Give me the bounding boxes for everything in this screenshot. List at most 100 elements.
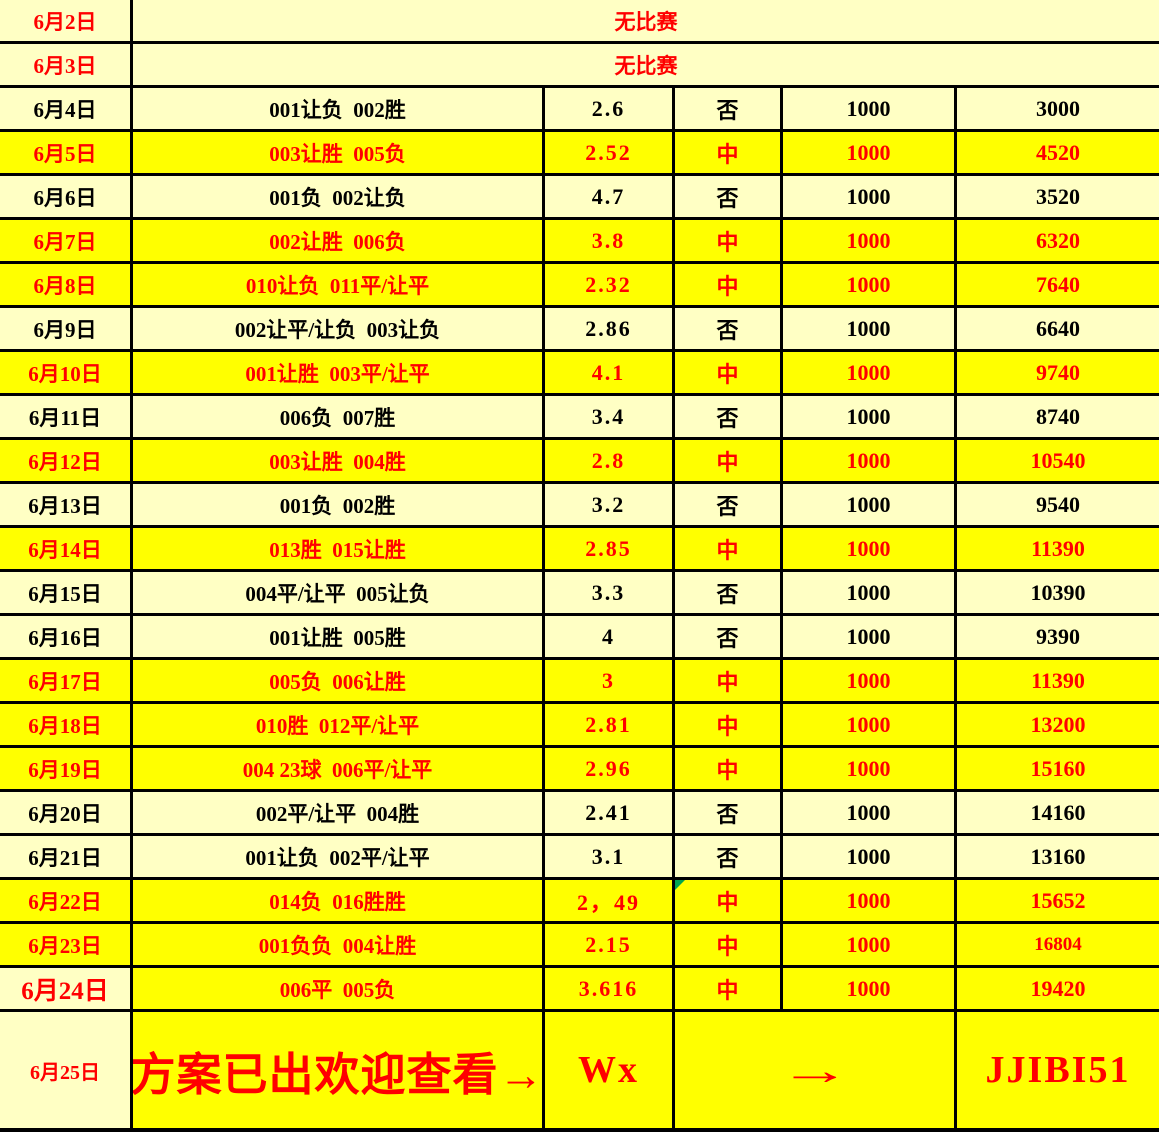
odds-cell: 2.32 [545, 264, 675, 308]
stake-cell: 1000 [783, 88, 957, 132]
result-cell: 中 [675, 660, 783, 704]
table-row: 6月21日 001让负 002平/让平 3.1 否 1000 13160 [0, 836, 1159, 880]
odds-cell: 3.2 [545, 484, 675, 528]
odds-cell: 2.15 [545, 924, 675, 968]
result-cell: 否 [675, 88, 783, 132]
date-cell: 6月15日 [0, 572, 133, 616]
contact-code-cell: JJIBI51 [957, 1012, 1159, 1132]
date-cell: 6月23日 [0, 924, 133, 968]
date-cell: 6月13日 [0, 484, 133, 528]
total-cell: 19420 [957, 968, 1159, 1012]
table-row: 6月9日 002让平/让负 003让负 2.86 否 1000 6640 [0, 308, 1159, 352]
date-cell: 6月17日 [0, 660, 133, 704]
date-cell: 6月11日 [0, 396, 133, 440]
table-row: 6月19日 004 23球 006平/让平 2.96 中 1000 15160 [0, 748, 1159, 792]
total-cell: 9540 [957, 484, 1159, 528]
total-cell: 7640 [957, 264, 1159, 308]
odds-cell: 3.4 [545, 396, 675, 440]
picks-cell: 002让胜 006负 [133, 220, 545, 264]
date-cell: 6月10日 [0, 352, 133, 396]
result-cell: 否 [675, 572, 783, 616]
result-cell: 否 [675, 484, 783, 528]
odds-cell: 4 [545, 616, 675, 660]
stake-cell: 1000 [783, 968, 957, 1012]
odds-cell: 2.6 [545, 88, 675, 132]
table-row: 6月11日 006负 007胜 3.4 否 1000 8740 [0, 396, 1159, 440]
picks-cell: 001让胜 005胜 [133, 616, 545, 660]
stake-cell: 1000 [783, 748, 957, 792]
table-row: 6月24日 006平 005负 3.616 中 1000 19420 [0, 968, 1159, 1012]
date-cell: 6月5日 [0, 132, 133, 176]
result-cell: 中 [675, 748, 783, 792]
total-cell: 10540 [957, 440, 1159, 484]
date-cell: 6月14日 [0, 528, 133, 572]
result-cell: 否 [675, 836, 783, 880]
date-cell: 6月21日 [0, 836, 133, 880]
result-cell: 否 [675, 792, 783, 836]
odds-cell: 2.52 [545, 132, 675, 176]
odds-cell: 3 [545, 660, 675, 704]
result-cell: 否 [675, 616, 783, 660]
right-arrow-icon: → [778, 1047, 851, 1093]
date-cell: 6月12日 [0, 440, 133, 484]
stake-cell: 1000 [783, 132, 957, 176]
date-cell: 6月2日 [0, 0, 133, 44]
date-cell: 6月3日 [0, 44, 133, 88]
table-row: 6月18日 010胜 012平/让平 2.81 中 1000 13200 [0, 704, 1159, 748]
picks-cell: 010让负 011平/让平 [133, 264, 545, 308]
odds-cell: 4.1 [545, 352, 675, 396]
stake-cell: 1000 [783, 616, 957, 660]
table-row: 6月23日 001负负 004让胜 2.15 中 1000 16804 [0, 924, 1159, 968]
stake-cell: 1000 [783, 308, 957, 352]
date-cell: 6月16日 [0, 616, 133, 660]
total-cell: 4520 [957, 132, 1159, 176]
odds-cell: 3.1 [545, 836, 675, 880]
picks-cell: 001负 002胜 [133, 484, 545, 528]
table-row: 6月6日 001负 002让负 4.7 否 1000 3520 [0, 176, 1159, 220]
picks-cell: 013胜 015让胜 [133, 528, 545, 572]
table-row: 6月10日 001让胜 003平/让平 4.1 中 1000 9740 [0, 352, 1159, 396]
odds-cell: 3.3 [545, 572, 675, 616]
promo-message-cell: 方案已出欢迎查看→ [133, 1012, 545, 1132]
wx-label-cell: Wx [545, 1012, 675, 1132]
table-row: 6月17日 005负 006让胜 3 中 1000 11390 [0, 660, 1159, 704]
stake-cell: 1000 [783, 880, 957, 924]
stake-cell: 1000 [783, 352, 957, 396]
total-cell: 10390 [957, 572, 1159, 616]
total-cell: 15160 [957, 748, 1159, 792]
table-row: 6月4日 001让负 002胜 2.6 否 1000 3000 [0, 88, 1159, 132]
result-cell: 中 [675, 220, 783, 264]
result-cell: 否 [675, 308, 783, 352]
stake-cell: 1000 [783, 528, 957, 572]
table-row: 6月20日 002平/让平 004胜 2.41 否 1000 14160 [0, 792, 1159, 836]
result-cell: 中 [675, 704, 783, 748]
result-cell: 中 [675, 528, 783, 572]
total-cell: 6640 [957, 308, 1159, 352]
date-cell: 6月4日 [0, 88, 133, 132]
stake-cell: 1000 [783, 264, 957, 308]
result-cell: 中 [675, 440, 783, 484]
total-cell: 11390 [957, 528, 1159, 572]
total-cell: 13160 [957, 836, 1159, 880]
date-cell: 6月7日 [0, 220, 133, 264]
date-cell: 6月9日 [0, 308, 133, 352]
stake-cell: 1000 [783, 440, 957, 484]
table-row: 6月16日 001让胜 005胜 4 否 1000 9390 [0, 616, 1159, 660]
table-row: 6月22日 014负 016胜胜 2，49 中 1000 15652 [0, 880, 1159, 924]
date-cell: 6月18日 [0, 704, 133, 748]
result-cell: 中 [675, 968, 783, 1012]
odds-cell: 2.41 [545, 792, 675, 836]
stake-cell: 1000 [783, 396, 957, 440]
date-cell: 6月22日 [0, 880, 133, 924]
total-cell: 16804 [957, 924, 1159, 968]
picks-cell: 003让胜 005负 [133, 132, 545, 176]
table-body: 6月2日 无比赛 6月3日 无比赛 6月4日 001让负 002胜 2.6 否 1000 3000… [0, 0, 1159, 1012]
stake-cell: 1000 [783, 924, 957, 968]
picks-cell: 006平 005负 [133, 968, 545, 1012]
table-row: 6月7日 002让胜 006负 3.8 中 1000 6320 [0, 220, 1159, 264]
table-row-footer: 6月25日 方案已出欢迎查看→ Wx → JJIBI51 [0, 1012, 1159, 1132]
picks-cell: 001负负 004让胜 [133, 924, 545, 968]
total-cell: 6320 [957, 220, 1159, 264]
picks-cell: 001让胜 003平/让平 [133, 352, 545, 396]
result-cell: 否 [675, 396, 783, 440]
